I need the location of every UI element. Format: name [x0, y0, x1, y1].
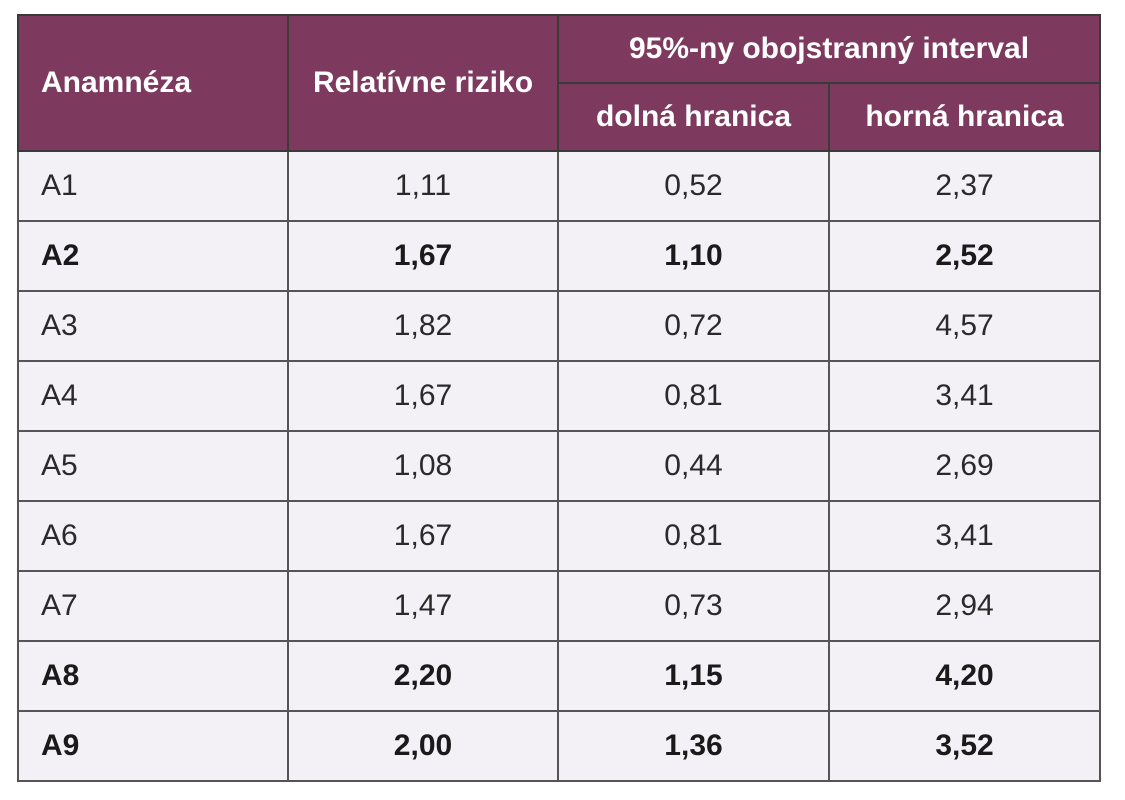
- cell-upper-bound: 3,52: [827, 710, 1102, 782]
- risk-table-container: Anamnéza Relatívne riziko 95%-ny obojstr…: [17, 14, 1102, 782]
- cell-upper-bound: 3,41: [827, 360, 1102, 432]
- cell-relative-risk: 1,47: [287, 570, 559, 642]
- cell-lower-bound: 0,81: [557, 360, 830, 432]
- header-relative-risk: Relatívne riziko: [287, 14, 559, 152]
- cell-anamneza: A6: [17, 500, 289, 572]
- cell-anamneza: A2: [17, 220, 289, 292]
- cell-upper-bound: 4,57: [827, 290, 1102, 362]
- table-body: A1 1,11 0,52 2,37 A2 1,67 1,10 2,52 A3 1,82 0,72 4,…: [17, 150, 1102, 782]
- cell-relative-risk: 1,08: [287, 430, 559, 502]
- table-row: A5 1,08 0,44 2,69: [17, 430, 1102, 502]
- header-anamneza: Anamnéza: [17, 14, 289, 152]
- header-upper-bound: horná hranica: [827, 82, 1102, 152]
- table-row: A8 2,20 1,15 4,20: [17, 640, 1102, 712]
- cell-relative-risk: 2,20: [287, 640, 559, 712]
- cell-lower-bound: 1,36: [557, 710, 830, 782]
- cell-lower-bound: 1,15: [557, 640, 830, 712]
- table-row: A9 2,00 1,36 3,52: [17, 710, 1102, 782]
- cell-lower-bound: 0,44: [557, 430, 830, 502]
- cell-lower-bound: 0,73: [557, 570, 830, 642]
- table-header: Anamnéza Relatívne riziko 95%-ny obojstr…: [17, 14, 1102, 152]
- cell-upper-bound: 2,94: [827, 570, 1102, 642]
- cell-lower-bound: 0,52: [557, 150, 830, 222]
- table-row: A6 1,67 0,81 3,41: [17, 500, 1102, 572]
- cell-upper-bound: 3,41: [827, 500, 1102, 572]
- header-confidence-interval: 95%-ny obojstranný interval: [556, 14, 1102, 84]
- cell-upper-bound: 2,52: [827, 220, 1102, 292]
- cell-relative-risk: 2,00: [287, 710, 559, 782]
- cell-anamneza: A4: [17, 360, 289, 432]
- cell-upper-bound: 4,20: [827, 640, 1102, 712]
- cell-anamneza: A8: [17, 640, 289, 712]
- cell-relative-risk: 1,11: [287, 150, 559, 222]
- table-row: A4 1,67 0,81 3,41: [17, 360, 1102, 432]
- cell-relative-risk: 1,82: [287, 290, 559, 362]
- cell-anamneza: A5: [17, 430, 289, 502]
- cell-upper-bound: 2,69: [827, 430, 1102, 502]
- cell-upper-bound: 2,37: [827, 150, 1102, 222]
- relative-risk-table: Anamnéza Relatívne riziko 95%-ny obojstr…: [17, 14, 1102, 782]
- table-row: A7 1,47 0,73 2,94: [17, 570, 1102, 642]
- table-row: A2 1,67 1,10 2,52: [17, 220, 1102, 292]
- cell-lower-bound: 0,72: [557, 290, 830, 362]
- cell-anamneza: A7: [17, 570, 289, 642]
- header-lower-bound: dolná hranica: [557, 82, 830, 152]
- cell-relative-risk: 1,67: [287, 500, 559, 572]
- table-row: A3 1,82 0,72 4,57: [17, 290, 1102, 362]
- table-row: A1 1,11 0,52 2,37: [17, 150, 1102, 222]
- cell-relative-risk: 1,67: [287, 220, 559, 292]
- cell-anamneza: A3: [17, 290, 289, 362]
- cell-lower-bound: 1,10: [557, 220, 830, 292]
- cell-lower-bound: 0,81: [557, 500, 830, 572]
- cell-anamneza: A1: [17, 150, 289, 222]
- cell-relative-risk: 1,67: [287, 360, 559, 432]
- cell-anamneza: A9: [17, 710, 289, 782]
